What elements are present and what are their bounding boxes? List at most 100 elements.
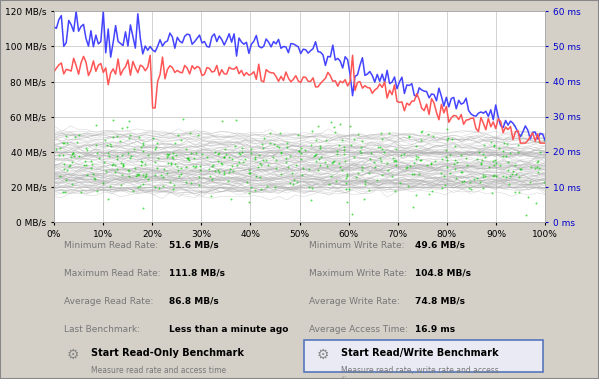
Point	[226, 196, 236, 202]
Point	[339, 147, 349, 153]
Point	[346, 124, 355, 130]
Point	[59, 140, 68, 146]
Point	[238, 158, 247, 164]
Point	[313, 167, 323, 173]
Point	[457, 169, 467, 175]
Point	[271, 164, 281, 171]
Point	[489, 162, 499, 168]
Point	[112, 133, 122, 139]
Point	[174, 173, 184, 179]
Point	[285, 180, 294, 186]
Point	[152, 164, 162, 171]
Point	[259, 135, 269, 141]
Point	[494, 146, 504, 152]
Point	[282, 140, 292, 146]
Point	[81, 145, 91, 151]
Point	[228, 156, 237, 162]
Point	[101, 168, 111, 174]
Point	[501, 174, 511, 180]
Point	[405, 163, 415, 169]
Point	[143, 152, 152, 158]
Point	[534, 139, 544, 146]
Point	[536, 149, 545, 155]
Point	[335, 164, 345, 170]
Point	[74, 132, 84, 138]
Point	[427, 188, 437, 194]
Point	[457, 179, 467, 185]
Point	[90, 176, 99, 182]
Point	[439, 173, 449, 179]
Point	[158, 183, 168, 189]
Point	[107, 143, 116, 149]
Point	[364, 171, 374, 177]
Point	[237, 146, 247, 152]
Point	[140, 161, 149, 168]
Point	[337, 137, 347, 143]
Point	[181, 164, 191, 170]
Point	[283, 164, 292, 170]
Point	[190, 164, 200, 170]
Point	[396, 180, 406, 186]
Text: Measure read rate and access time: Measure read rate and access time	[91, 366, 226, 375]
Point	[306, 197, 316, 203]
Point	[150, 159, 160, 165]
Point	[509, 122, 519, 128]
Point	[258, 141, 267, 147]
Text: Less than a minute ago: Less than a minute ago	[170, 325, 289, 334]
Point	[244, 167, 254, 173]
Point	[516, 166, 525, 172]
Point	[130, 165, 140, 171]
Point	[125, 132, 135, 138]
Point	[462, 162, 472, 168]
Point	[61, 177, 71, 183]
Text: Start Read/Write Benchmark: Start Read/Write Benchmark	[341, 348, 499, 357]
Point	[383, 160, 392, 166]
Point	[79, 162, 89, 168]
Point	[271, 184, 280, 190]
Point	[311, 158, 320, 164]
Point	[526, 164, 536, 170]
Point	[76, 188, 86, 194]
Point	[112, 156, 122, 162]
Point	[358, 138, 367, 144]
Point	[150, 172, 160, 178]
Point	[403, 164, 412, 171]
Point	[253, 164, 262, 170]
Point	[223, 178, 233, 184]
Point	[360, 181, 370, 187]
Point	[311, 151, 320, 157]
Point	[452, 159, 462, 165]
Point	[122, 124, 132, 130]
Point	[377, 172, 387, 179]
Point	[58, 140, 68, 146]
Point	[123, 150, 132, 156]
Point	[67, 180, 77, 186]
Point	[437, 170, 446, 176]
Point	[187, 180, 196, 186]
Point	[400, 151, 409, 157]
Point	[525, 179, 535, 185]
Point	[213, 151, 223, 157]
Text: Last Benchmark:: Last Benchmark:	[63, 325, 140, 334]
Point	[132, 171, 142, 177]
Point	[349, 154, 359, 160]
Point	[417, 157, 426, 163]
Point	[310, 152, 320, 158]
Point	[416, 129, 426, 135]
Point	[314, 157, 323, 163]
Point	[166, 179, 176, 185]
Point	[82, 147, 92, 153]
Point	[110, 162, 120, 168]
Point	[298, 165, 308, 171]
Point	[276, 171, 286, 177]
Point	[232, 162, 242, 168]
Point	[124, 118, 134, 124]
Point	[141, 173, 150, 179]
Point	[341, 180, 351, 186]
Point	[206, 193, 216, 199]
Point	[118, 161, 128, 167]
Point	[291, 162, 301, 168]
Point	[135, 183, 145, 189]
Point	[532, 200, 541, 206]
Point	[501, 125, 510, 131]
